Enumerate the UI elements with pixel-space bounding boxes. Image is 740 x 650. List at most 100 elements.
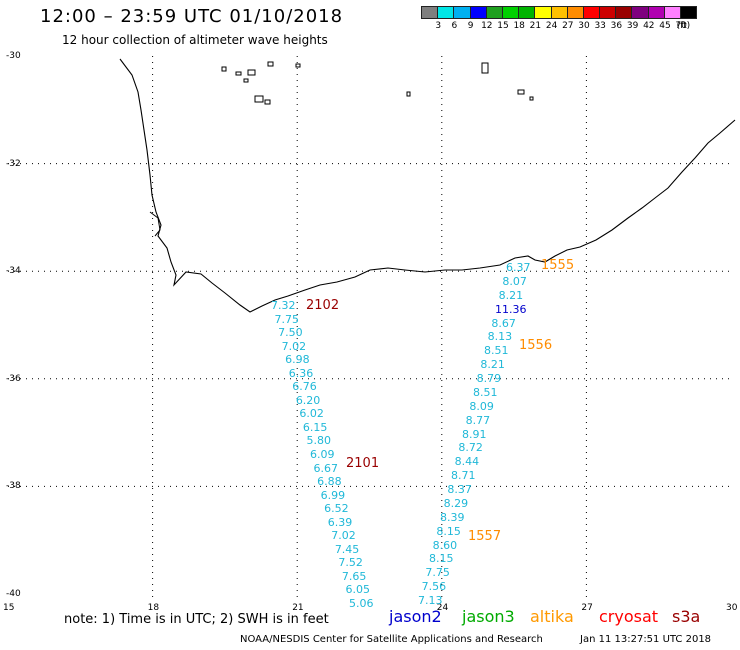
wave-height-label: 7.75 [425, 566, 450, 580]
legend-tick: (ft) [676, 21, 691, 31]
wave-height-label: 6.99 [320, 488, 346, 502]
mission-s3a: s3a [672, 607, 701, 626]
wave-height-label: 6.52 [324, 502, 349, 516]
pass-time-label: 1556 [519, 338, 553, 353]
wave-height-label: 8.15 [429, 552, 454, 566]
legend-tick: 27 [562, 21, 574, 31]
legend-tick: 3 [435, 21, 442, 31]
latitude-label: -36 [6, 373, 21, 384]
latitude-label: -38 [6, 481, 21, 492]
wave-height-label: 7.65 [341, 569, 367, 583]
wave-height-label: 8.39 [440, 510, 465, 524]
longitude-label: 27 [581, 603, 593, 613]
mission-jason2: jason2 [389, 607, 442, 626]
wave-height-label: 6.98 [285, 353, 310, 367]
footer-timestamp: Jan 11 13:27:51 UTC 2018 [580, 634, 712, 645]
wave-height-label: 6.15 [302, 420, 328, 434]
legend-tick: 30 [578, 21, 590, 31]
wave-height-label: 8.44 [454, 455, 480, 469]
longitude-label: 30 [726, 603, 738, 613]
latitude-label: -34 [6, 266, 21, 277]
offshore-islands [221, 61, 534, 105]
pass-time-label: 2101 [346, 456, 380, 471]
graticule [8, 56, 734, 600]
latitude-label: -32 [6, 158, 21, 169]
legend-tick: 15 [497, 21, 509, 31]
legend-tick: 12 [481, 21, 493, 31]
longitude-label: 15 [3, 603, 15, 613]
mission-cryosat: cryosat [599, 607, 659, 626]
map-title: 12:00 – 23:59 UTC 01/10/2018 [40, 6, 344, 27]
wave-height-label: 6.20 [295, 393, 321, 407]
wave-height-label: 8.21 [498, 288, 524, 302]
legend-tick: 42 [643, 21, 655, 31]
wave-height-label: 8.71 [451, 469, 476, 483]
wave-height-label: 7.02 [331, 529, 356, 543]
wave-height-label: 6.88 [317, 475, 342, 489]
legend-swatch [680, 6, 698, 19]
latitude-label: -40 [6, 589, 21, 599]
wave-height-label: 6.37 [506, 261, 531, 274]
south-africa-coastline [119, 58, 736, 313]
longitude-label: 18 [147, 603, 160, 613]
legend-tick: 18 [513, 21, 525, 31]
wave-height-label: 6.36 [288, 366, 314, 380]
mission-altika: altika [530, 607, 574, 626]
legend-tick: 6 [451, 21, 458, 31]
wave-height-label: 7.75 [274, 312, 300, 326]
wave-height-label: 8.21 [480, 358, 505, 372]
pass-time-label: 1557 [468, 529, 502, 544]
wave-height-label: 8.29 [443, 496, 469, 510]
footer-org: NOAA/NESDIS Center for Satellite Applica… [240, 634, 543, 645]
wave-height-label: 8.13 [487, 330, 513, 344]
wave-height-label: 8.67 [491, 316, 516, 330]
pass-time-label: 1555 [541, 258, 575, 273]
legend-tick: 36 [610, 21, 623, 31]
wave-height-label: 11.36 [495, 302, 527, 316]
wave-height-label: 8.15 [436, 524, 461, 538]
map-subtitle: 12 hour collection of altimeter wave hei… [62, 33, 328, 47]
footnote: note: 1) Time is in UTC; 2) SWH is in fe… [64, 612, 329, 627]
wave-height-label: 8.51 [484, 344, 509, 358]
legend-tick: 24 [545, 21, 558, 31]
wave-height-label: 8.37 [447, 483, 472, 496]
legend-swatches [421, 6, 698, 19]
latitude-label: -30 [6, 51, 21, 61]
wave-height-label: 8.51 [473, 385, 498, 399]
wave-height-label: 6.09 [310, 448, 335, 461]
legend-ticks: 3 6 9 12 15 18 21 24 27 30 33 36 39 42 45 70 (ft) [422, 19, 697, 31]
wave-height-label: 7.50 [278, 326, 303, 340]
wave-height-label: 8.91 [462, 427, 487, 441]
wave-height-label: 6.39 [327, 515, 353, 529]
wave-height-label: 5.06 [349, 597, 374, 610]
wave-height-label: 7.02 [281, 339, 307, 353]
wave-height-label: 7.45 [334, 542, 360, 556]
wave-height-label: 8.60 [432, 538, 458, 552]
wave-height-label: 5.80 [306, 434, 331, 448]
wave-height-label: 8.07 [502, 274, 527, 288]
wave-height-label: 6.67 [313, 461, 339, 475]
wave-height-label: 7.52 [338, 556, 363, 570]
wave-height-label: 8.77 [465, 413, 491, 427]
cape-peninsula [149, 211, 161, 237]
mission-jason3: jason3 [462, 607, 515, 626]
wave-height-label: 8.79 [476, 372, 502, 385]
legend-tick: 33 [594, 21, 606, 31]
wave-height-label: 8.09 [469, 399, 494, 413]
legend-tick: 45 [659, 21, 671, 31]
legend-tick: 70 [675, 21, 687, 31]
wave-height-label: 8.72 [458, 441, 483, 455]
pass-time-label: 2102 [306, 298, 340, 313]
legend-tick: 21 [529, 21, 542, 31]
wave-height-label: 6.02 [299, 407, 324, 421]
wave-height-label: 6.76 [292, 380, 317, 394]
color-legend: 3 6 9 12 15 18 21 24 27 30 33 36 39 42 45 70 (ft) [421, 6, 698, 31]
longitude-label: 24 [436, 603, 449, 613]
longitude-label: 21 [292, 603, 304, 613]
wave-height-label: 6.05 [345, 583, 370, 597]
legend-tick: 39 [626, 21, 639, 31]
wave-height-label: 7.56 [421, 580, 447, 594]
legend-tick: 9 [467, 21, 474, 31]
